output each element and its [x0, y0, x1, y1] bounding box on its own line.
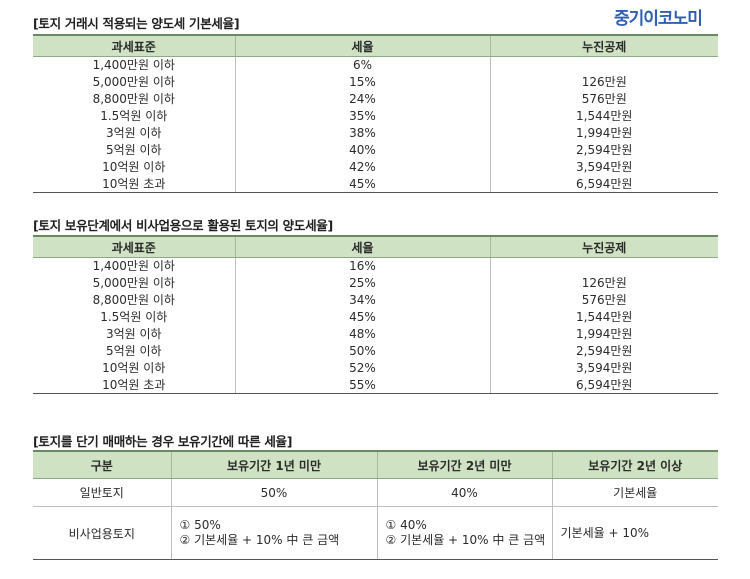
tax-rate-cell: 45%	[234, 308, 491, 326]
table-row: 5억원 이하 50% 2,594만원	[33, 342, 718, 360]
tax-base-cell: 5,000만원 이하	[33, 274, 236, 292]
tax-base-cell: 10억원 이하	[33, 158, 236, 176]
tax-base-cell: 10억원 이하	[33, 359, 236, 377]
tax-rate-cell: 15%	[234, 73, 491, 91]
table-row: 1,400만원 이하 6%	[33, 56, 718, 74]
tax-base-cell: 1.5억원 이하	[33, 107, 236, 125]
table-row: 3억원 이하 38% 1,994만원	[33, 124, 718, 142]
header-tax-base: 과세표준	[33, 34, 236, 57]
table-row: 10억원 이하 42% 3,594만원	[33, 158, 718, 176]
deduction-cell	[489, 56, 718, 74]
table-row: 5억원 이하 40% 2,594만원	[33, 141, 718, 159]
deduction-cell: 126만원	[489, 274, 718, 292]
tax-rate-cell: 42%	[234, 158, 491, 176]
header-tax-base: 과세표준	[33, 235, 236, 258]
tax-rate-cell: 16%	[234, 257, 491, 275]
tax-rate-cell: 48%	[234, 325, 491, 343]
deduction-cell: 6,594만원	[489, 376, 718, 395]
option-2: ② 기본세율 + 10% 中 큰 금액	[179, 533, 340, 547]
rate-over-2-years: 기본세율	[551, 478, 718, 507]
tax-rate-cell: 35%	[234, 107, 491, 125]
tax-rate-cell: 25%	[234, 274, 491, 292]
header-category: 구분	[33, 450, 172, 479]
table-row: 8,800만원 이하 24% 576만원	[33, 90, 718, 108]
tax-rate-cell: 55%	[234, 376, 491, 395]
deduction-cell: 1,544만원	[489, 308, 718, 326]
deduction-cell: 6,594만원	[489, 175, 718, 194]
table-row: 5,000만원 이하 15% 126만원	[33, 73, 718, 91]
section2-title: [토지 보유단계에서 비사업용으로 활용된 토지의 양도세율]	[33, 218, 333, 233]
tax-base-cell: 8,800만원 이하	[33, 291, 236, 309]
deduction-cell: 3,594만원	[489, 359, 718, 377]
deduction-cell: 2,594만원	[489, 342, 718, 360]
header-progressive-deduction: 누진공제	[489, 34, 718, 57]
deduction-cell: 1,544만원	[489, 107, 718, 125]
deduction-cell	[489, 257, 718, 275]
table-row: 1,400만원 이하 16%	[33, 257, 718, 275]
tax-base-cell: 5억원 이하	[33, 141, 236, 159]
table-row: 10억원 이하 52% 3,594만원	[33, 359, 718, 377]
tax-base-cell: 5억원 이하	[33, 342, 236, 360]
basic-tax-rate-table: 과세표준 세율 누진공제 1,400만원 이하 6% 5,000만원 이하 15% 126만…	[33, 34, 718, 194]
tax-rate-cell: 34%	[234, 291, 491, 309]
tax-base-cell: 10억원 초과	[33, 175, 236, 194]
table-row-general-land: 일반토지 50% 40% 기본세율	[33, 478, 718, 507]
tax-base-cell: 1,400만원 이하	[33, 257, 236, 275]
tax-rate-cell: 6%	[234, 56, 491, 74]
rate-under-2-years: ① 40% ② 기본세율 + 10% 中 큰 금액	[376, 506, 553, 560]
header-over-2-years: 보유기간 2년 이상	[551, 450, 718, 479]
row-label: 비사업용토지	[33, 506, 172, 560]
option-2: ② 기본세율 + 10% 中 큰 금액	[385, 533, 546, 547]
tax-rate-cell: 40%	[234, 141, 491, 159]
rate-over-2-years: 기본세율 + 10%	[551, 506, 718, 560]
tax-rate-cell: 38%	[234, 124, 491, 142]
header-tax-rate: 세율	[234, 34, 491, 57]
rate-under-1-year: 50%	[170, 478, 378, 507]
tax-base-cell: 3억원 이하	[33, 325, 236, 343]
tax-base-cell: 3억원 이하	[33, 124, 236, 142]
section1-title: [토지 거래시 적용되는 양도세 기본세율]	[33, 16, 240, 31]
option-1: ① 40%	[385, 518, 427, 532]
deduction-cell: 576만원	[489, 90, 718, 108]
table-row: 1.5억원 이하 45% 1,544만원	[33, 308, 718, 326]
deduction-cell: 126만원	[489, 73, 718, 91]
tax-base-cell: 5,000만원 이하	[33, 73, 236, 91]
rate-under-2-years: 40%	[376, 478, 553, 507]
section3-title: [토지를 단기 매매하는 경우 보유기간에 따른 세율]	[33, 434, 293, 449]
table-row-nonbusiness-land: 비사업용토지 ① 50% ② 기본세율 + 10% 中 큰 금액 ① 40% ②…	[33, 506, 718, 560]
row-label: 일반토지	[33, 478, 172, 507]
brand-logo: 중기이코노미	[614, 9, 703, 29]
table-row: 1.5억원 이하 35% 1,544만원	[33, 107, 718, 125]
header-progressive-deduction: 누진공제	[489, 235, 718, 258]
option-1: ① 50%	[179, 518, 221, 532]
tax-base-cell: 1.5억원 이하	[33, 308, 236, 326]
deduction-cell: 3,594만원	[489, 158, 718, 176]
tax-rate-cell: 50%	[234, 342, 491, 360]
header-under-2-years: 보유기간 2년 미만	[376, 450, 553, 479]
table-row: 3억원 이하 48% 1,994만원	[33, 325, 718, 343]
nonbusiness-tax-rate-table: 과세표준 세율 누진공제 1,400만원 이하 16% 5,000만원 이하 25% 126…	[33, 235, 718, 395]
tax-base-cell: 1,400만원 이하	[33, 56, 236, 74]
table-row: 10억원 초과 55% 6,594만원	[33, 376, 718, 395]
table-row: 8,800만원 이하 34% 576만원	[33, 291, 718, 309]
deduction-cell: 1,994만원	[489, 325, 718, 343]
deduction-cell: 1,994만원	[489, 124, 718, 142]
tax-rate-cell: 45%	[234, 175, 491, 194]
tax-rate-cell: 52%	[234, 359, 491, 377]
table-row: 10억원 초과 45% 6,594만원	[33, 175, 718, 194]
tax-rate-cell: 24%	[234, 90, 491, 108]
table-row: 5,000만원 이하 25% 126만원	[33, 274, 718, 292]
tax-base-cell: 10억원 초과	[33, 376, 236, 395]
header-under-1-year: 보유기간 1년 미만	[170, 450, 378, 479]
rate-under-1-year: ① 50% ② 기본세율 + 10% 中 큰 금액	[170, 506, 378, 560]
deduction-cell: 576만원	[489, 291, 718, 309]
tax-base-cell: 8,800만원 이하	[33, 90, 236, 108]
header-tax-rate: 세율	[234, 235, 491, 258]
short-term-tax-rate-table: 구분 보유기간 1년 미만 보유기간 2년 미만 보유기간 2년 이상 일반토지…	[33, 450, 718, 560]
deduction-cell: 2,594만원	[489, 141, 718, 159]
